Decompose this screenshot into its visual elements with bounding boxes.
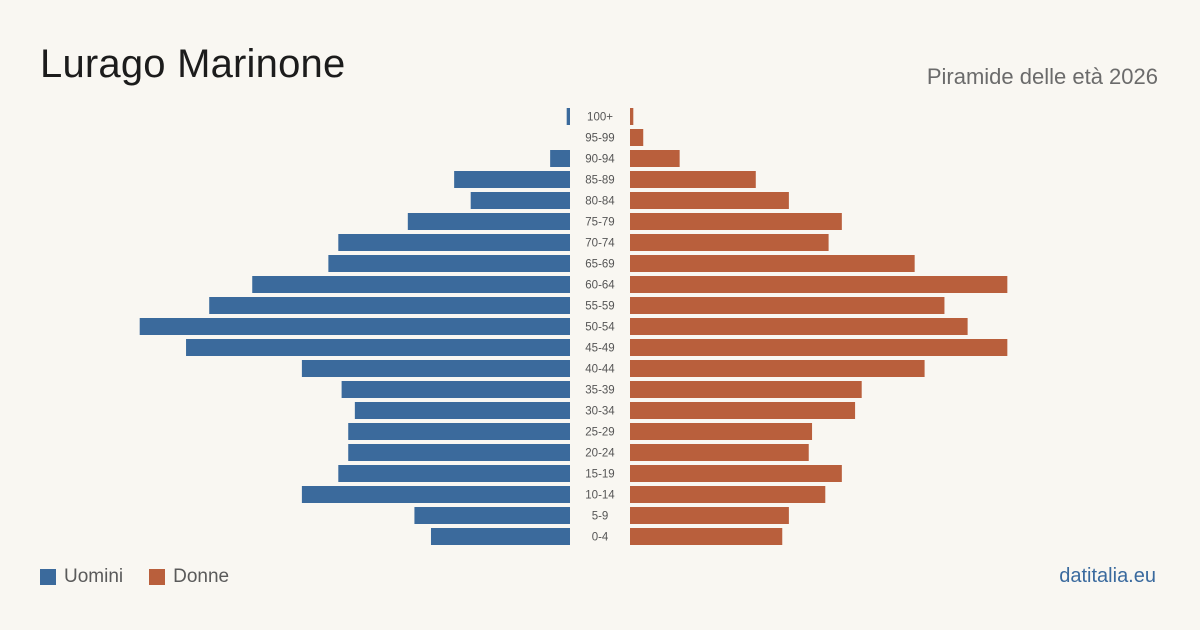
age-label-10-14: 10-14 <box>585 490 615 502</box>
age-label-90-94: 90-94 <box>585 154 615 166</box>
bar-men-50-54 <box>139 318 570 335</box>
legend-item-men: Uomini <box>40 566 123 588</box>
bar-women-55-59 <box>630 297 945 314</box>
bar-men-0-4 <box>430 528 570 545</box>
bar-men-90-94 <box>550 150 570 167</box>
bar-women-85-89 <box>630 171 756 188</box>
age-label-35-39: 35-39 <box>585 385 614 397</box>
legend-label-men: Uomini <box>64 566 124 587</box>
bar-women-65-69 <box>630 255 915 272</box>
bar-men-60-64 <box>252 276 571 293</box>
bar-men-70-74 <box>338 234 570 251</box>
bar-women-30-34 <box>630 402 856 419</box>
bar-women-10-14 <box>630 486 826 503</box>
age-label-60-64: 60-64 <box>585 280 615 292</box>
legend-label-women: Donne <box>173 566 230 587</box>
bar-women-50-54 <box>630 318 968 335</box>
bar-men-15-19 <box>338 465 570 482</box>
age-label-95-99: 95-99 <box>585 133 614 145</box>
legend: Uomini Donne <box>40 566 229 588</box>
bar-women-5-9 <box>630 507 789 524</box>
bar-men-20-24 <box>348 444 570 461</box>
chart-subtitle: Piramide delle età 2026 <box>926 64 1158 89</box>
age-label-80-84: 80-84 <box>585 196 615 208</box>
age-label-65-69: 65-69 <box>585 259 614 271</box>
bar-women-95-99 <box>630 129 644 146</box>
bar-women-60-64 <box>630 276 1008 293</box>
bar-women-90-94 <box>630 150 680 167</box>
age-label-85-89: 85-89 <box>585 175 614 187</box>
bar-women-15-19 <box>630 465 842 482</box>
bar-women-80-84 <box>630 192 789 209</box>
bar-men-25-29 <box>348 423 570 440</box>
bar-women-70-74 <box>630 234 829 251</box>
age-label-55-59: 55-59 <box>585 301 614 313</box>
page-title: Lurago Marinone <box>40 42 346 86</box>
bar-women-45-49 <box>630 339 1008 356</box>
bar-men-65-69 <box>328 255 570 272</box>
bar-men-55-59 <box>209 297 570 314</box>
bar-men-30-34 <box>354 402 570 419</box>
bar-men-75-79 <box>407 213 570 230</box>
bar-men-45-49 <box>186 339 571 356</box>
brand-link[interactable]: datitalia.eu <box>1059 565 1156 587</box>
legend-swatch-men <box>40 569 56 585</box>
bar-women-0-4 <box>630 528 783 545</box>
age-label-30-34: 30-34 <box>585 406 615 418</box>
bar-men-10-14 <box>301 486 570 503</box>
age-label-70-74: 70-74 <box>585 238 615 250</box>
bar-men-35-39 <box>341 381 570 398</box>
age-label-15-19: 15-19 <box>585 469 614 481</box>
bar-women-25-29 <box>630 423 813 440</box>
bar-men-100+ <box>566 108 570 125</box>
bar-men-5-9 <box>414 507 570 524</box>
age-label-100+: 100+ <box>587 112 613 124</box>
bar-women-40-44 <box>630 360 925 377</box>
age-label-75-79: 75-79 <box>585 217 614 229</box>
age-label-25-29: 25-29 <box>585 427 614 439</box>
bar-men-85-89 <box>454 171 570 188</box>
age-label-5-9: 5-9 <box>592 511 609 523</box>
age-label-20-24: 20-24 <box>585 448 615 460</box>
bar-women-75-79 <box>630 213 842 230</box>
age-label-0-4: 0-4 <box>592 532 609 544</box>
legend-item-women: Donne <box>149 566 229 588</box>
bar-men-40-44 <box>301 360 570 377</box>
bar-women-35-39 <box>630 381 862 398</box>
legend-swatch-women <box>149 569 166 585</box>
age-label-40-44: 40-44 <box>585 364 615 376</box>
bar-men-80-84 <box>470 192 570 209</box>
bar-women-20-24 <box>630 444 809 461</box>
age-label-50-54: 50-54 <box>585 322 615 334</box>
bar-women-100+ <box>630 108 634 125</box>
age-label-45-49: 45-49 <box>585 343 614 355</box>
